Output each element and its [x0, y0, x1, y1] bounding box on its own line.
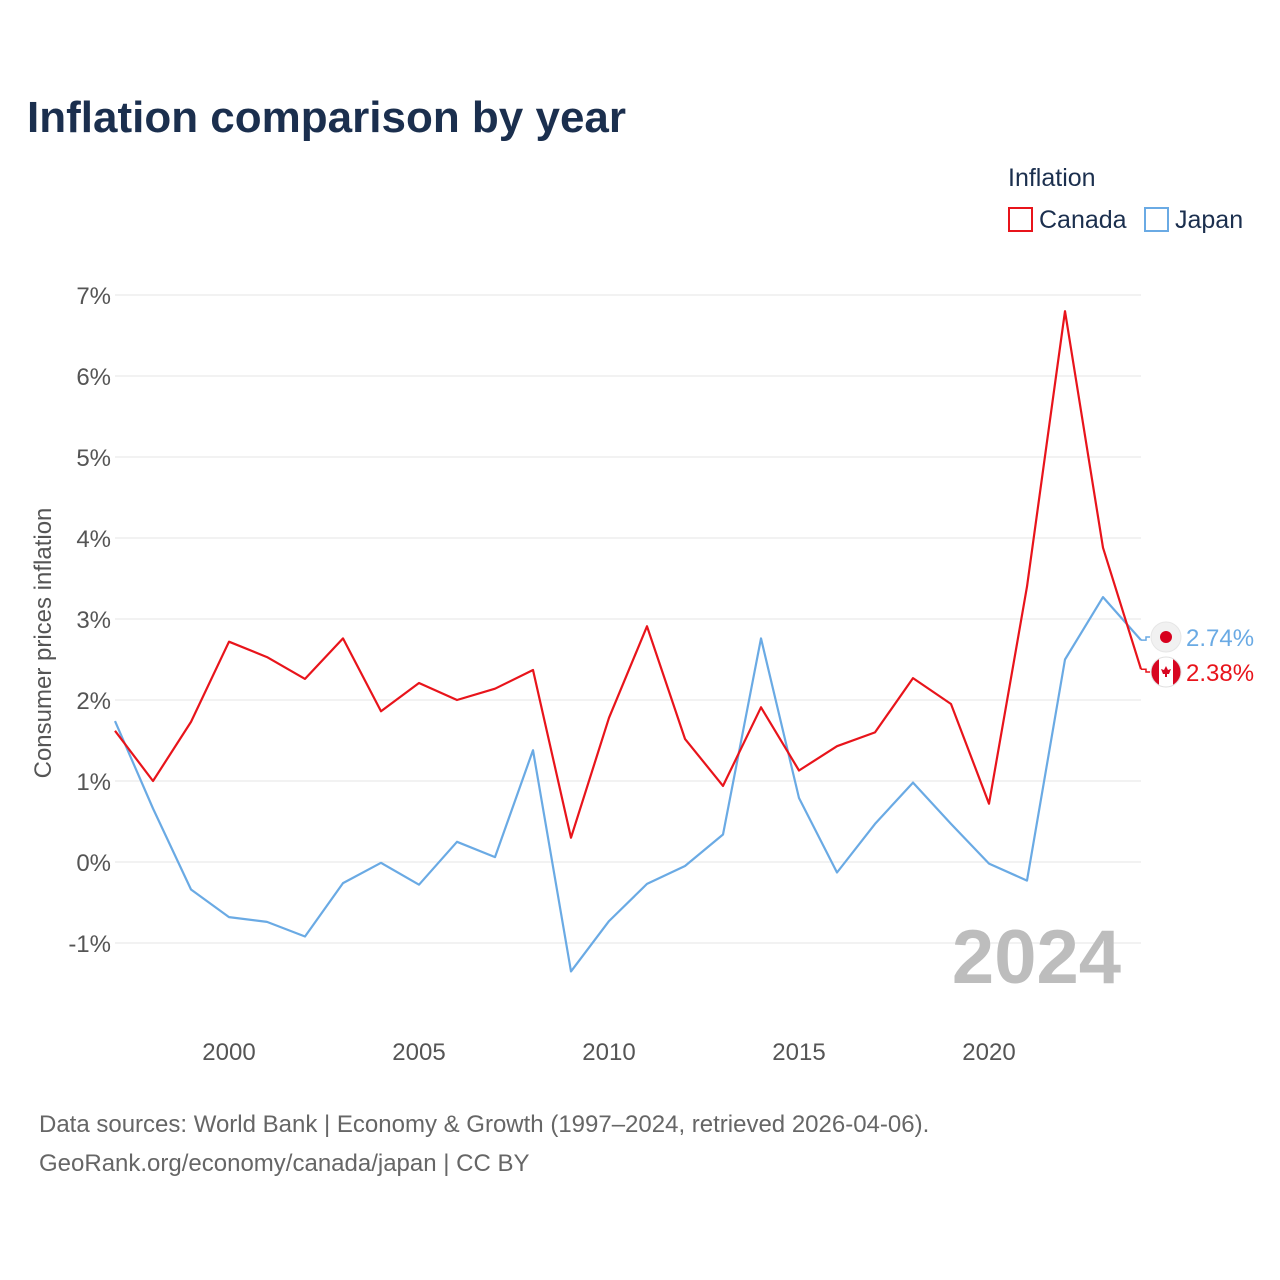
legend-swatch-canada [1008, 207, 1033, 232]
y-tick-label: 5% [76, 445, 111, 472]
y-tick-label: 6% [76, 364, 111, 391]
chart-title: Inflation comparison by year [27, 93, 626, 142]
year-watermark: 2024 [952, 915, 1121, 1000]
y-tick-label: 1% [76, 769, 111, 796]
y-axis-ticks: -1% 0% 1% 2% 3% 4% 5% 6% 7% [68, 283, 111, 958]
series-line-japan [113, 595, 1142, 973]
end-connector-japan [1141, 636, 1150, 641]
series-line-canada [114, 310, 1143, 839]
x-tick-label: 2005 [392, 1039, 445, 1066]
y-tick-label: 4% [76, 526, 111, 553]
y-tick-label: -1% [68, 931, 111, 958]
y-tick-label: 2% [76, 688, 111, 715]
source-line-2[interactable]: GeoRank.org/economy/canada/japan | CC BY [39, 1150, 530, 1177]
legend-swatch-japan [1144, 207, 1169, 232]
source-line-1: Data sources: World Bank | Economy & Gro… [39, 1111, 929, 1138]
y-tick-label: 3% [76, 607, 111, 634]
japan-flag-icon [1150, 621, 1182, 653]
x-tick-label: 2010 [582, 1039, 635, 1066]
end-label-japan: 2.74% [1186, 625, 1254, 652]
y-axis-label: Consumer prices inflation [30, 508, 57, 779]
x-tick-label: 2015 [772, 1039, 825, 1066]
legend-label-japan: Japan [1175, 206, 1243, 234]
legend[interactable]: Canada Japan [1008, 206, 1243, 234]
legend-label-canada: Canada [1039, 206, 1127, 234]
y-tick-label: 0% [76, 850, 111, 877]
canada-flag-icon [1150, 656, 1182, 688]
y-tick-label: 7% [76, 283, 111, 310]
x-tick-label: 2000 [202, 1039, 255, 1066]
end-label-canada: 2.38% [1186, 660, 1254, 687]
x-axis-ticks: 2000 2005 2010 2015 2020 [202, 1039, 1015, 1066]
end-connector-canada [1141, 668, 1150, 673]
x-tick-label: 2020 [962, 1039, 1015, 1066]
end-labels: 2.38% 2.74% [1141, 621, 1254, 688]
legend-title: Inflation [1008, 164, 1096, 192]
series-lines [113, 310, 1143, 973]
gridlines [115, 294, 1141, 944]
